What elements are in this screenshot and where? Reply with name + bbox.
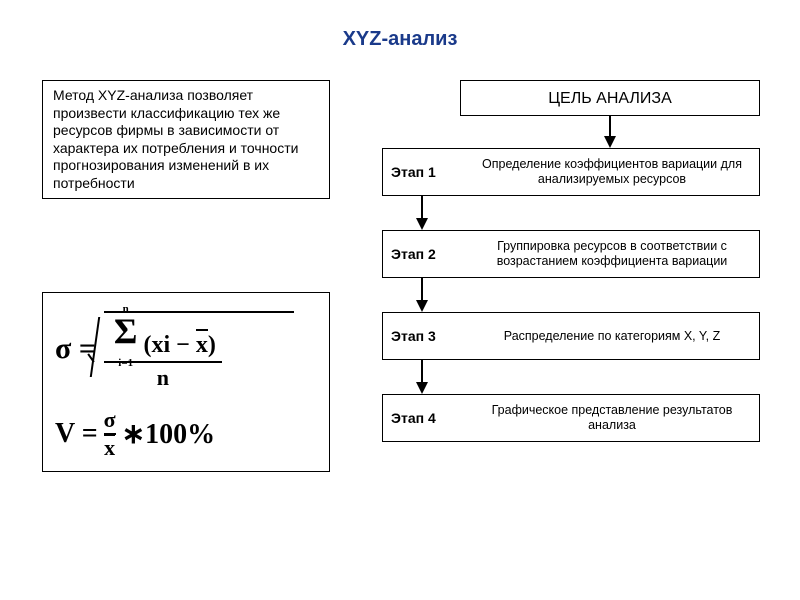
stage-4: Этап 4 Графическое представление результ… xyxy=(382,394,760,442)
formula-box: σ = n Σ i=1 (xi − x) n V = σ xyxy=(42,292,330,472)
arrow-icon xyxy=(412,360,432,394)
description-box: Метод XYZ-анализа позволяет произвести к… xyxy=(42,80,330,199)
goal-box: ЦЕЛЬ АНАЛИЗА xyxy=(460,80,760,116)
stage-3-label: Этап 3 xyxy=(383,313,465,359)
stage-4-text: Графическое представление результатов ан… xyxy=(465,395,759,441)
stage-3-text: Распределение по категориям X, Y, Z xyxy=(465,313,759,359)
numerator: n Σ i=1 (xi − x) xyxy=(104,313,222,361)
arrow-icon xyxy=(600,116,620,148)
stage-1-text: Определение коэффициентов вариации для а… xyxy=(465,149,759,195)
arrow-icon xyxy=(412,278,432,312)
sigma-label: σ = xyxy=(55,332,96,366)
v-formula: V = σ x ∗100% xyxy=(55,409,317,459)
sum-icon: n Σ i=1 xyxy=(114,313,138,359)
sqrt-icon: n Σ i=1 (xi − x) n xyxy=(102,307,222,391)
stage-2: Этап 2 Группировка ресурсов в соответств… xyxy=(382,230,760,278)
stage-4-label: Этап 4 xyxy=(383,395,465,441)
stage-2-label: Этап 2 xyxy=(383,231,465,277)
page-title: XYZ-анализ xyxy=(0,28,800,51)
sigma-formula: σ = n Σ i=1 (xi − x) n xyxy=(55,307,317,391)
denominator: n xyxy=(157,363,169,391)
stage-1-label: Этап 1 xyxy=(383,149,465,195)
stage-2-text: Группировка ресурсов в соответствии с во… xyxy=(465,231,759,277)
stage-1: Этап 1 Определение коэффициентов вариаци… xyxy=(382,148,760,196)
stage-3: Этап 3 Распределение по категориям X, Y,… xyxy=(382,312,760,360)
arrow-icon xyxy=(412,196,432,230)
